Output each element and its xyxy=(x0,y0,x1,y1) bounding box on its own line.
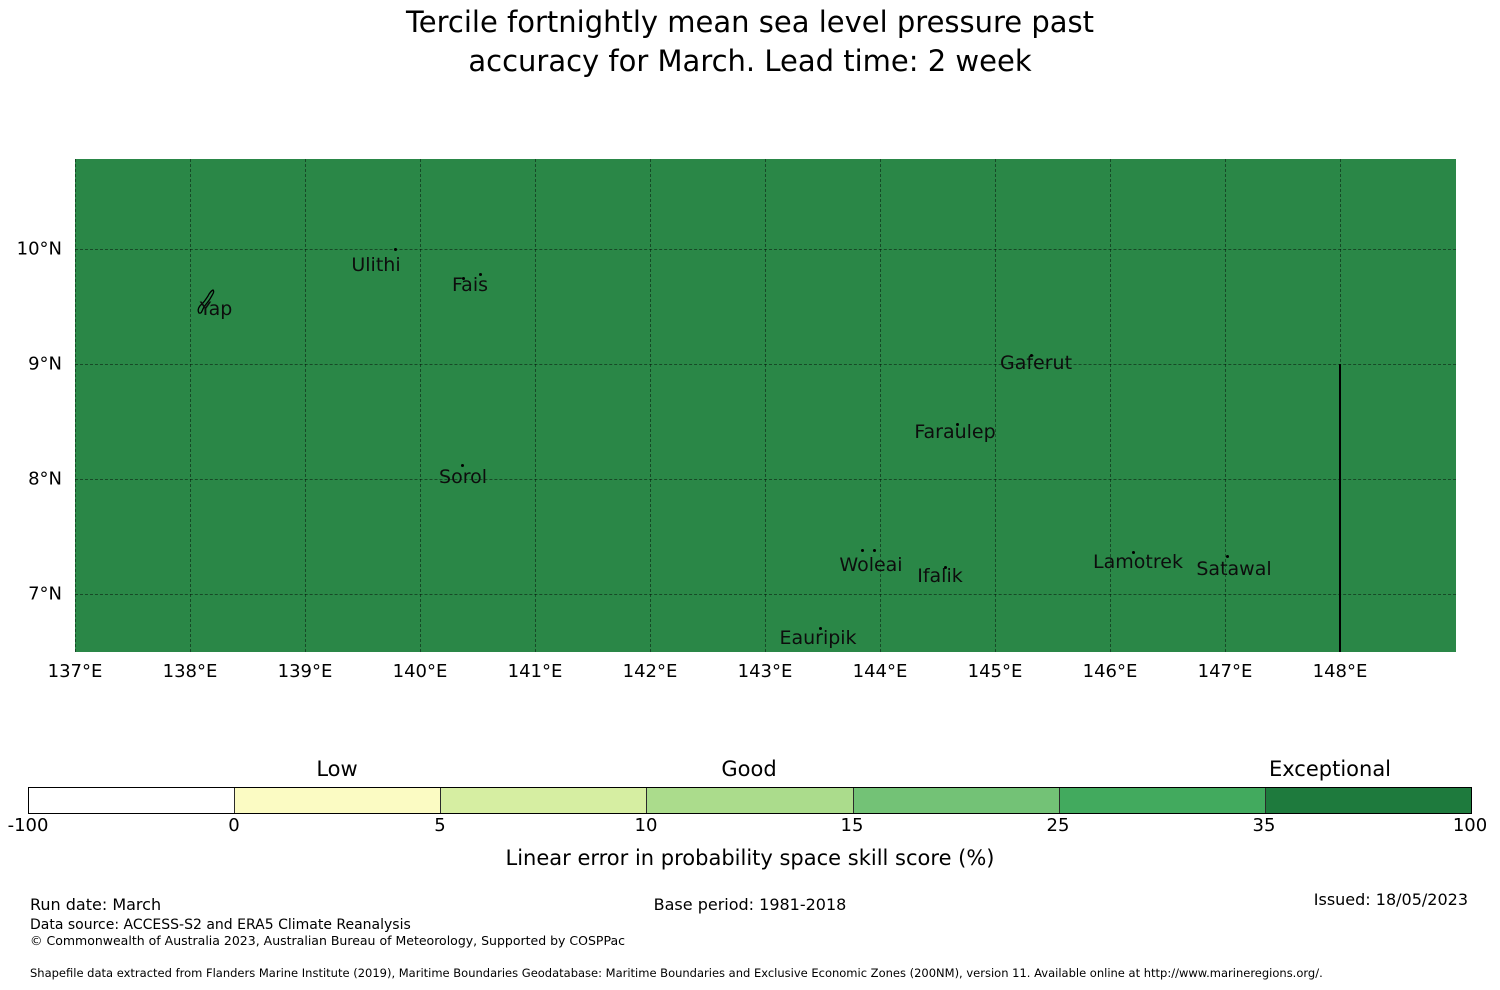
colorbar-tick-label: 0 xyxy=(228,815,240,836)
chart-title: Tercile fortnightly mean sea level press… xyxy=(0,3,1500,81)
colorbar-tick-label: -100 xyxy=(7,815,49,836)
colorbar-segment xyxy=(234,788,441,813)
footer-copyright: © Commonwealth of Australia 2023, Austra… xyxy=(30,933,625,948)
colorbar-quality-label-low: Low xyxy=(316,757,358,781)
map-gridline-vertical xyxy=(190,159,191,652)
x-tick-label: 148°E xyxy=(1312,661,1368,682)
chart-title-line2: accuracy for March. Lead time: 2 week xyxy=(468,44,1032,78)
colorbar-segment xyxy=(1264,788,1471,813)
island-label-fais: Fais xyxy=(451,274,489,296)
colorbar-segment xyxy=(646,788,853,813)
map-gridline-vertical xyxy=(305,159,306,652)
colorbar-quality-label-exceptional: Exceptional xyxy=(1268,757,1392,781)
x-tick-label: 142°E xyxy=(622,661,678,682)
island-label-ulithi: Ulithi xyxy=(351,254,401,276)
map-gridline-vertical xyxy=(1110,159,1111,652)
island-label-satawal: Satawal xyxy=(1196,558,1272,580)
map-gridline-vertical xyxy=(650,159,651,652)
map-gridline-horizontal xyxy=(75,249,1456,250)
x-tick-label: 143°E xyxy=(737,661,793,682)
x-tick-label: 141°E xyxy=(507,661,563,682)
x-tick-label: 144°E xyxy=(852,661,908,682)
chart-title-line1: Tercile fortnightly mean sea level press… xyxy=(405,5,1095,39)
x-tick-label: 146°E xyxy=(1082,661,1138,682)
map-gridline-vertical xyxy=(75,159,76,652)
colorbar-tick-label: 35 xyxy=(1252,815,1276,836)
island-label-ifalik: Ifalik xyxy=(917,565,963,587)
island-label-lamotrek: Lamotrek xyxy=(1093,551,1183,573)
colorbar-quality-label-good: Good xyxy=(721,757,777,781)
map-gridline-vertical xyxy=(420,159,421,652)
colorbar-segment xyxy=(852,788,1059,813)
x-tick-label: 145°E xyxy=(967,661,1023,682)
island-dot-ifalik xyxy=(944,566,947,569)
colorbar-tick-label: 25 xyxy=(1046,815,1070,836)
footer-issued-date: Issued: 18/05/2023 xyxy=(1313,890,1468,909)
x-tick-label: 139°E xyxy=(277,661,333,682)
island-label-gaferut: Gaferut xyxy=(999,352,1073,374)
colorbar-segment xyxy=(1058,788,1265,813)
colorbar-axis-label: Linear error in probability space skill … xyxy=(505,846,995,870)
island-dot-sorol xyxy=(461,464,464,467)
x-tick-label: 147°E xyxy=(1197,661,1253,682)
colorbar-segment xyxy=(29,788,235,813)
island-dot-gaferut xyxy=(1030,354,1033,357)
colorbar-tick-label: 5 xyxy=(434,815,446,836)
island-label-faraulep: Faraulep xyxy=(914,421,996,443)
island-dot-eauripik xyxy=(819,627,822,630)
island-label-yap: Yap xyxy=(199,298,233,320)
colorbar-tick-label: 15 xyxy=(840,815,864,836)
footer-shapefile-note: Shapefile data extracted from Flanders M… xyxy=(30,966,1323,980)
colorbar-segment xyxy=(440,788,647,813)
map-gridline-horizontal xyxy=(75,479,1456,480)
x-tick-label: 140°E xyxy=(392,661,448,682)
y-tick-label: 8°N xyxy=(28,468,62,490)
map-gridline-vertical xyxy=(880,159,881,652)
island-dot-ulithi xyxy=(394,248,397,251)
map-gridline-vertical xyxy=(765,159,766,652)
footer-run-date: Run date: March xyxy=(30,895,162,914)
colorbar-tick-label: 100 xyxy=(1452,815,1488,836)
footer-base-period: Base period: 1981-2018 xyxy=(653,895,847,914)
map-plot: Yap Ulithi Fais Sorol Gaferut Faraulep Woleai I… xyxy=(75,159,1456,652)
footer-data-source: Data source: ACCESS-S2 and ERA5 Climate … xyxy=(30,917,411,933)
colorbar-tick-label: 10 xyxy=(634,815,658,836)
colorbar xyxy=(28,787,1472,814)
maritime-boundary-line xyxy=(1339,364,1341,652)
island-dot-fais xyxy=(462,277,465,280)
map-gridline-horizontal xyxy=(75,594,1456,595)
island-label-sorol: Sorol xyxy=(439,466,487,488)
map-gridline-vertical xyxy=(535,159,536,652)
island-dot-faraulep xyxy=(956,423,959,426)
island-dot-fais xyxy=(479,273,482,276)
island-label-woleai: Woleai xyxy=(839,554,903,576)
map-gridline-horizontal xyxy=(75,364,1456,365)
yap-island-shape xyxy=(197,289,215,314)
y-tick-label: 10°N xyxy=(16,238,62,260)
island-dot-satawal xyxy=(1226,555,1229,558)
map-gridline-vertical xyxy=(995,159,996,652)
island-dot-woleai xyxy=(873,549,876,552)
island-dot-lamotrek xyxy=(1132,551,1135,554)
x-tick-label: 137°E xyxy=(47,661,103,682)
y-tick-label: 9°N xyxy=(28,353,62,375)
map-gridline-vertical xyxy=(1225,159,1226,652)
island-label-eauripik: Eauripik xyxy=(779,627,857,649)
y-tick-label: 7°N xyxy=(28,583,62,605)
x-tick-label: 138°E xyxy=(162,661,218,682)
island-dot-woleai xyxy=(861,549,864,552)
